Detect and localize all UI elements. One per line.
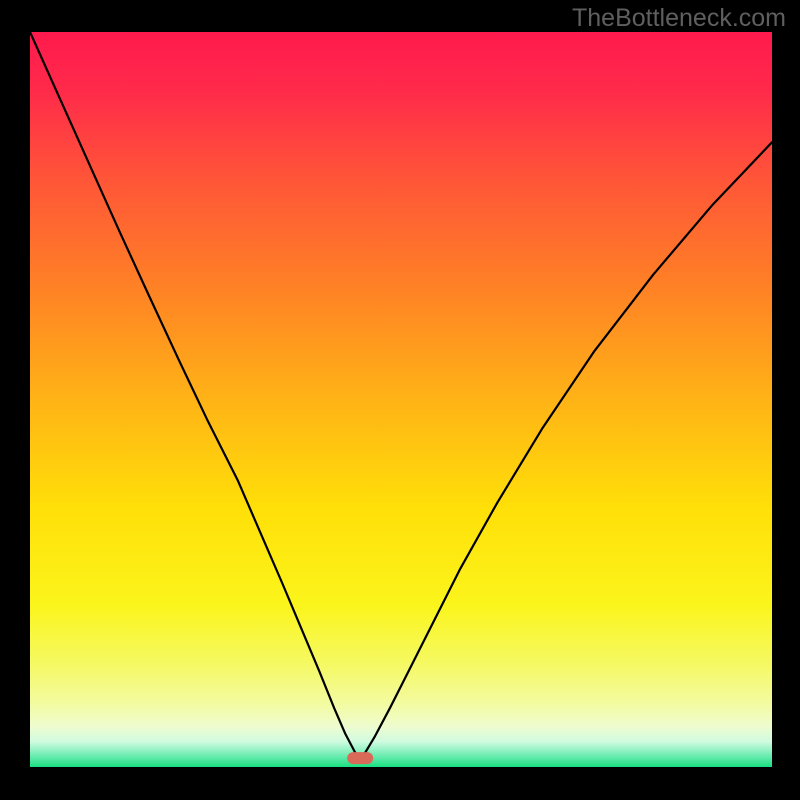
chart-gradient-background <box>30 32 772 767</box>
optimal-marker <box>347 752 373 764</box>
watermark-text: TheBottleneck.com <box>572 4 786 33</box>
bottleneck-chart <box>0 0 800 800</box>
